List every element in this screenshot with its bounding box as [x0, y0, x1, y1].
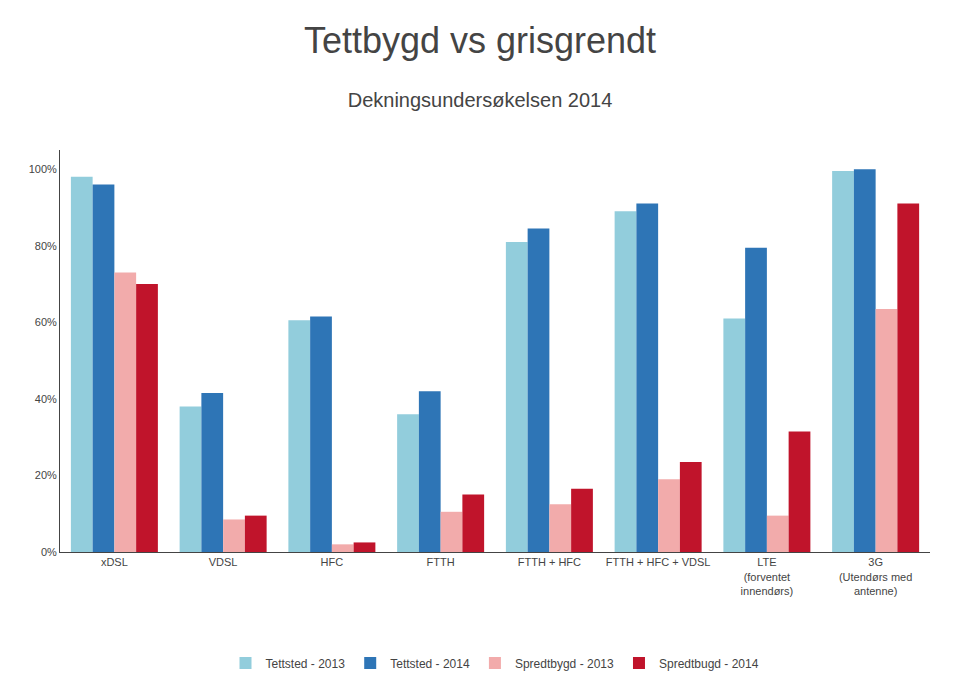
svg-text:80%: 80%: [35, 240, 57, 252]
svg-text:60%: 60%: [35, 316, 57, 328]
svg-text:40%: 40%: [35, 393, 57, 405]
svg-text:FTTH + HFC: FTTH + HFC: [518, 556, 581, 568]
svg-text:Dekningsundersøkelsen 2014: Dekningsundersøkelsen 2014: [348, 89, 613, 111]
svg-text:Tettbygd vs grisgrendt: Tettbygd vs grisgrendt: [304, 20, 656, 61]
svg-text:20%: 20%: [35, 469, 57, 481]
svg-text:100%: 100%: [29, 163, 57, 175]
svg-text:FTTH: FTTH: [427, 556, 455, 568]
svg-text:Spredtbugd - 2014: Spredtbugd - 2014: [659, 657, 759, 671]
svg-text:FTTH + HFC + VDSL: FTTH + HFC + VDSL: [606, 556, 711, 568]
svg-text:xDSL: xDSL: [101, 556, 128, 568]
svg-text:0%: 0%: [41, 546, 57, 558]
svg-text:HFC: HFC: [321, 556, 344, 568]
svg-text:LTE(forventetinnendørs): LTE(forventetinnendørs): [741, 556, 794, 597]
svg-text:Spredtbygd - 2013: Spredtbygd - 2013: [515, 657, 614, 671]
svg-text:Tettsted - 2014: Tettsted - 2014: [390, 657, 470, 671]
svg-text:Tettsted - 2013: Tettsted - 2013: [266, 657, 346, 671]
svg-text:VDSL: VDSL: [209, 556, 238, 568]
svg-text:3G(Utendørs medantenne): 3G(Utendørs medantenne): [839, 556, 912, 597]
